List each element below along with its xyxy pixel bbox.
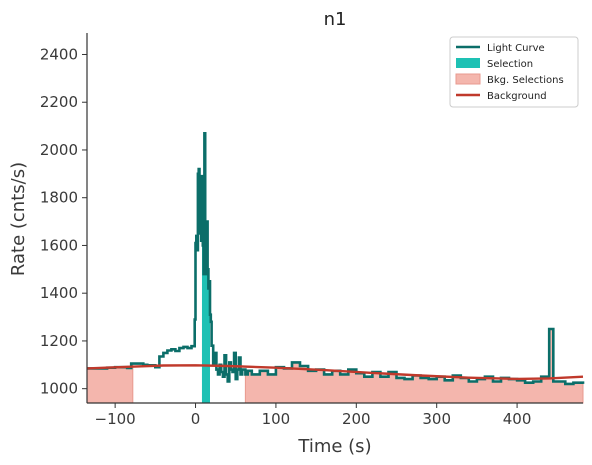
axes xyxy=(82,33,583,408)
legend-label: Background xyxy=(487,91,547,102)
legend-patch-swatch xyxy=(456,58,480,68)
legend-label: Selection xyxy=(487,59,533,70)
y-tick-label: 1400 xyxy=(40,284,78,302)
legend-label: Bkg. Selections xyxy=(487,75,564,86)
light-curve-series xyxy=(87,132,585,386)
y-tick-label: 1800 xyxy=(40,189,78,207)
y-tick-label: 1000 xyxy=(40,380,78,398)
x-tick-label: −100 xyxy=(95,410,136,428)
light-curve-line xyxy=(87,132,585,386)
chart-title: n1 xyxy=(324,9,347,30)
x-tick-label: 400 xyxy=(503,410,532,428)
y-tick-label: 2200 xyxy=(40,93,78,111)
x-tick-label: 200 xyxy=(342,410,371,428)
legend-patch-swatch xyxy=(455,73,481,85)
y-axis-label: Rate (cnts/s) xyxy=(8,162,29,276)
x-tick-labels: −100 0 100 200 300 400 xyxy=(95,410,532,428)
y-tick-label: 2000 xyxy=(40,141,78,159)
x-tick-label: 300 xyxy=(422,410,451,428)
y-tick-label: 2400 xyxy=(40,45,78,63)
bkg-selection-area xyxy=(244,328,584,404)
y-tick-label: 1600 xyxy=(40,236,78,254)
x-axis-label: Time (s) xyxy=(297,436,371,457)
y-tick-label: 1200 xyxy=(40,332,78,350)
x-tick-label: 0 xyxy=(191,410,201,428)
background-model-series xyxy=(86,364,584,381)
x-tick-label: 100 xyxy=(262,410,291,428)
legend: Light Curve Selection Bkg. Selections Backg… xyxy=(449,36,579,108)
legend-label: Light Curve xyxy=(487,43,545,54)
background-model-line xyxy=(86,364,584,381)
y-tick-labels: 1000 1200 1400 1600 1800 2000 2200 2400 xyxy=(40,45,78,397)
legend-box xyxy=(449,36,579,108)
